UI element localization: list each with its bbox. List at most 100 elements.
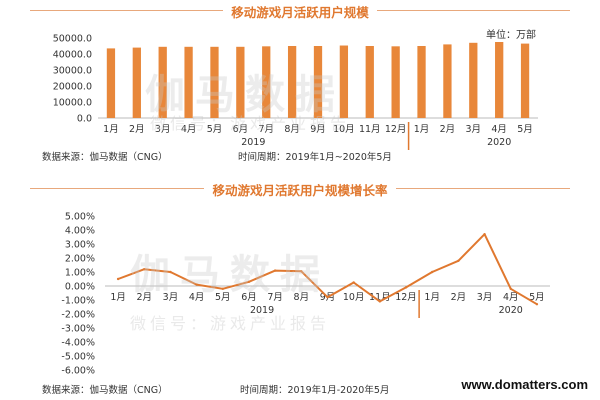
website-label: www.domatters.com xyxy=(461,377,588,392)
year-label: 2019 xyxy=(241,137,265,148)
x-tick-label: 4月 xyxy=(503,292,519,303)
bar xyxy=(106,48,116,118)
bar-chart-svg: 0.0 10000.0 20000.0 30000.0 40000.0 50000.0 1月… xyxy=(53,34,538,150)
x-tick-label: 4月 xyxy=(189,292,205,303)
y-tick-label: 30000.0 xyxy=(53,66,92,77)
x-tick-label: 3月 xyxy=(466,124,482,135)
y-tick-label: 2.00% xyxy=(65,254,95,265)
bar-chart-title: 移动游戏月活跃用户规模 xyxy=(223,5,377,20)
x-tick-label: 3月 xyxy=(155,124,171,135)
x-tick-label: 3月 xyxy=(163,292,179,303)
data-point xyxy=(195,283,198,286)
line-chart-title: 移动游戏月活跃用户规模增长率 xyxy=(204,183,396,198)
data-point xyxy=(143,268,146,271)
y-tick-label: 40000.0 xyxy=(53,50,92,61)
data-point xyxy=(535,303,539,306)
data-point xyxy=(509,287,512,290)
bar xyxy=(287,46,297,118)
x-tick-label: 10月 xyxy=(333,124,355,135)
x-tick-label: 7月 xyxy=(258,124,274,135)
data-point xyxy=(352,281,355,284)
bar xyxy=(417,46,426,118)
y-tick-label: 20000.0 xyxy=(53,82,92,93)
y-tick-label: -4.00% xyxy=(61,338,95,349)
y-tick-label: -6.00% xyxy=(61,366,95,377)
x-tick-label: 5月 xyxy=(207,124,223,135)
bar xyxy=(132,47,141,118)
line-chart-period: 时间周期：2019年1月-2020年5月 xyxy=(240,385,390,396)
x-tick-label: 8月 xyxy=(294,292,310,303)
data-point xyxy=(116,277,120,281)
y-tick-label: -5.00% xyxy=(61,352,95,363)
line-chart-title-row: 移动游戏月活跃用户规模增长率 xyxy=(0,178,600,198)
x-tick-label: 5月 xyxy=(529,292,545,303)
bar xyxy=(236,46,245,118)
data-point xyxy=(431,270,434,274)
x-tick-label: 6月 xyxy=(241,292,257,303)
x-tick-label: 1月 xyxy=(110,292,126,303)
data-point xyxy=(457,259,460,262)
data-point xyxy=(300,270,303,273)
data-point xyxy=(247,280,251,283)
x-tick-label: 4月 xyxy=(491,124,507,135)
year-label: 2020 xyxy=(499,305,523,316)
bar xyxy=(495,42,504,118)
bar-chart-period: 时间周期：2019年1月~2020年5月 xyxy=(238,152,392,163)
x-tick-label: 2月 xyxy=(129,124,145,135)
x-tick-label: 3月 xyxy=(477,292,493,303)
x-tick-label: 12月 xyxy=(385,124,407,135)
x-tick-label: 1月 xyxy=(414,124,430,135)
unit-label: 单位：万部 xyxy=(486,30,536,41)
x-tick-label: 12月 xyxy=(395,292,417,303)
x-tick-label: 8月 xyxy=(284,124,300,135)
bar-chart-panel: 移动游戏月活跃用户规模 单位：万部 0.0 10000.0 20000.0 30000… xyxy=(0,0,600,170)
y-tick-label: 10000.0 xyxy=(53,98,92,109)
y-tick-label: -2.00% xyxy=(61,310,95,321)
y-tick-label: 3.00% xyxy=(65,240,95,251)
data-point xyxy=(378,300,382,303)
data-point xyxy=(221,287,224,290)
x-tick-label: 6月 xyxy=(233,124,249,135)
bar xyxy=(520,43,530,118)
x-tick-label: 5月 xyxy=(215,292,231,303)
line-chart-source: 数据来源：伽马数据（CNG） xyxy=(42,385,168,396)
y-tick-label: 0.0 xyxy=(77,114,92,125)
data-point xyxy=(273,269,277,272)
y-tick-label: 4.00% xyxy=(65,226,95,237)
x-tick-label: 9月 xyxy=(310,124,326,135)
bar xyxy=(365,46,374,118)
x-tick-label: 1月 xyxy=(424,292,440,303)
bar xyxy=(391,46,400,118)
year-label: 2019 xyxy=(250,305,274,316)
bar xyxy=(262,46,271,118)
bar xyxy=(210,46,219,118)
x-tick-label: 5月 xyxy=(517,124,533,135)
x-tick-label: 2月 xyxy=(440,124,456,135)
y-tick-label: 50000.0 xyxy=(53,34,92,45)
year-label: 2020 xyxy=(487,137,511,148)
y-tick-label: -1.00% xyxy=(61,296,95,307)
data-point xyxy=(404,286,408,289)
x-tick-label: 2月 xyxy=(136,292,152,303)
bar-chart-source: 数据来源：伽马数据（CNG） xyxy=(42,152,168,163)
x-tick-label: 7月 xyxy=(267,292,283,303)
bar xyxy=(158,46,167,118)
y-tick-label: 5.00% xyxy=(65,212,95,223)
bar xyxy=(443,44,452,118)
line-chart-svg: 5.00% 4.00% 3.00% 2.00% 1.00% 0.00% -1.00% -2.0… xyxy=(61,212,550,377)
bar xyxy=(469,42,478,118)
bar xyxy=(339,45,349,118)
x-tick-label: 10月 xyxy=(343,292,365,303)
x-tick-label: 11月 xyxy=(369,292,391,303)
bar xyxy=(313,46,323,118)
x-tick-label: 1月 xyxy=(103,124,119,135)
x-tick-label: 2月 xyxy=(451,292,467,303)
y-tick-label: 1.00% xyxy=(65,268,95,279)
bar xyxy=(184,46,193,118)
y-tick-label: -3.00% xyxy=(61,324,95,335)
bar-chart-title-row: 移动游戏月活跃用户规模 xyxy=(0,0,600,20)
data-point xyxy=(169,270,172,274)
x-tick-label: 4月 xyxy=(181,124,197,135)
data-point xyxy=(326,296,329,299)
y-tick-label: 0.00% xyxy=(65,282,95,293)
